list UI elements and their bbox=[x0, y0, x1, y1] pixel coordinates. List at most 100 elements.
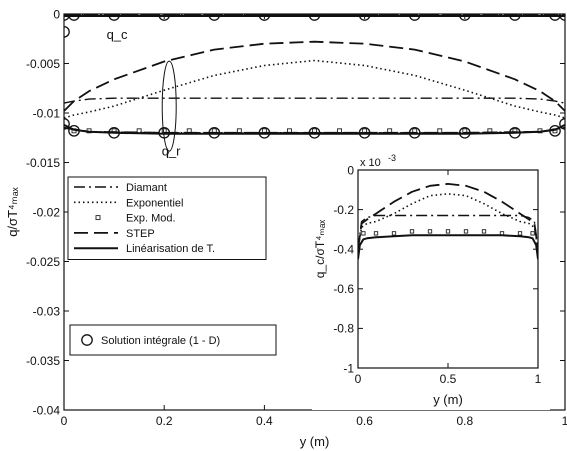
data-point-circle bbox=[458, 14, 471, 21]
y-tick-label: -0.005 bbox=[26, 57, 60, 71]
series-line bbox=[64, 97, 565, 104]
series-lin-arisation-de-t bbox=[358, 234, 538, 260]
data-point-circle bbox=[308, 14, 321, 21]
plot-area bbox=[358, 183, 538, 260]
data-point-circle bbox=[108, 14, 120, 21]
series-solution-int-grale-1-d bbox=[64, 14, 565, 139]
series-line bbox=[358, 183, 538, 250]
data-point-circle bbox=[509, 126, 521, 139]
series-diamant bbox=[64, 14, 565, 134]
data-point-circle bbox=[208, 126, 221, 139]
series-line bbox=[358, 214, 538, 250]
legend-marker-circle bbox=[81, 334, 93, 346]
legend-item-lin-arisation-de-t: Linéarisation de T. bbox=[74, 243, 215, 255]
data-point-circle bbox=[358, 14, 371, 21]
legend-label: STEP bbox=[126, 228, 155, 240]
legend-label: Solution intégrale (1 - D) bbox=[101, 335, 220, 347]
series-diamant bbox=[358, 214, 538, 250]
series-line bbox=[64, 40, 565, 112]
y-tick-label: -0.02 bbox=[33, 205, 61, 219]
plot-background bbox=[358, 170, 538, 368]
data-point-square bbox=[481, 229, 487, 234]
annotation-ellipse bbox=[161, 60, 177, 152]
series-step bbox=[64, 14, 565, 134]
inset-exponent: x 10 bbox=[360, 157, 381, 169]
y-tick-label: -0.035 bbox=[26, 354, 60, 368]
x-tick-label: 0.8 bbox=[456, 414, 473, 428]
legend-label: Linéarisation de T. bbox=[126, 243, 215, 255]
y-tick-label: 0 bbox=[347, 163, 354, 177]
data-point-circle bbox=[64, 118, 70, 130]
y-tick-label: -0.015 bbox=[26, 156, 60, 170]
series-exponentiel bbox=[64, 14, 565, 134]
x-tick-label: 1 bbox=[562, 414, 567, 428]
data-point-square bbox=[463, 229, 469, 234]
data-point-circle bbox=[408, 14, 421, 21]
legend-item-step: STEP bbox=[74, 228, 155, 240]
x-tick-label: 1 bbox=[535, 372, 542, 386]
y-axis-label: q/σT⁴ₘₐₓ bbox=[5, 186, 20, 236]
inset-chart: 0 0.5 1 0 -0.2 -0.4 -0.6 -0.8 -1 x 10 -3 y (m) q_c/σ… bbox=[312, 153, 550, 410]
data-point-circle bbox=[158, 14, 171, 21]
series-line bbox=[358, 193, 538, 250]
x-tick-label: 0.2 bbox=[156, 414, 173, 428]
x-tick-label: 0.5 bbox=[440, 372, 457, 386]
data-point-square bbox=[427, 229, 433, 234]
data-point-circle bbox=[308, 126, 321, 139]
plot-area bbox=[64, 14, 565, 139]
series-lin-arisation-de-t bbox=[64, 15, 565, 135]
legend-solution-integrale: Solution intégrale (1 - D) bbox=[69, 324, 277, 356]
data-point-circle bbox=[258, 126, 271, 139]
x-tick-label: 0.4 bbox=[256, 414, 273, 428]
y-tick-label: -0.04 bbox=[33, 403, 61, 417]
legend: Diamant Exponentiel Exp. Mod. STEP Linéarisa… bbox=[67, 176, 267, 260]
y-tick-label: -0.4 bbox=[333, 243, 354, 257]
y-tick-label: -0.01 bbox=[33, 106, 61, 120]
series-line bbox=[358, 234, 538, 260]
legend-item-exponentiel: Exponentiel bbox=[74, 197, 184, 209]
data-point-circle bbox=[258, 14, 271, 21]
data-point-square bbox=[373, 231, 379, 236]
data-point-circle bbox=[549, 124, 561, 137]
data-point-circle bbox=[408, 126, 421, 139]
data-point-circle bbox=[509, 14, 521, 21]
legend-label: Exp. Mod. bbox=[126, 213, 176, 225]
legend-marker-square bbox=[95, 215, 101, 221]
x-tick-label: 0 bbox=[61, 414, 68, 428]
y-tick-label: -1 bbox=[343, 361, 354, 375]
annotation-qc: q_c bbox=[107, 27, 128, 42]
data-point-square bbox=[361, 231, 366, 236]
legend-label: Diamant bbox=[126, 182, 167, 194]
y-tick-label: 0 bbox=[53, 7, 60, 21]
series-line bbox=[64, 59, 565, 119]
y-tick-label: -0.2 bbox=[333, 203, 354, 217]
data-point-square bbox=[517, 231, 523, 236]
inset-exponent-power: -3 bbox=[388, 153, 396, 163]
legend-item-diamant: Diamant bbox=[74, 182, 167, 194]
inset-x-axis-label: y (m) bbox=[433, 392, 463, 407]
y-tick-label: -0.03 bbox=[33, 304, 61, 318]
data-point-square bbox=[409, 229, 415, 234]
legend-label: Exponentiel bbox=[126, 197, 184, 209]
y-tick-label: -0.8 bbox=[333, 322, 354, 336]
data-point-square bbox=[445, 229, 451, 234]
data-point-circle bbox=[108, 126, 120, 139]
data-point-circle bbox=[64, 25, 70, 38]
inset-y-axis-label: q_c/σT⁴ₘₐₓ bbox=[313, 220, 327, 279]
main-chart: 0 0.2 0.4 0.6 0.8 1 0 -0.005 -0.01 -0.015 -0.02 -0.… bbox=[5, 7, 567, 449]
x-axis-label: y (m) bbox=[300, 434, 330, 449]
legend-item-exp-mod: Exp. Mod. bbox=[95, 213, 176, 225]
data-point-circle bbox=[208, 14, 221, 21]
annotation-leader bbox=[166, 150, 170, 157]
x-tick-label: 0 bbox=[355, 372, 362, 386]
x-tick-label: 0.6 bbox=[356, 414, 373, 428]
y-tick-label: -0.6 bbox=[333, 282, 354, 296]
data-point-circle bbox=[458, 126, 471, 139]
series-line bbox=[64, 124, 565, 135]
data-point-circle bbox=[68, 14, 80, 21]
series-exponentiel bbox=[358, 193, 538, 250]
y-tick-label: -0.025 bbox=[26, 255, 60, 269]
legend-box bbox=[67, 176, 267, 260]
data-point-square bbox=[391, 231, 397, 236]
